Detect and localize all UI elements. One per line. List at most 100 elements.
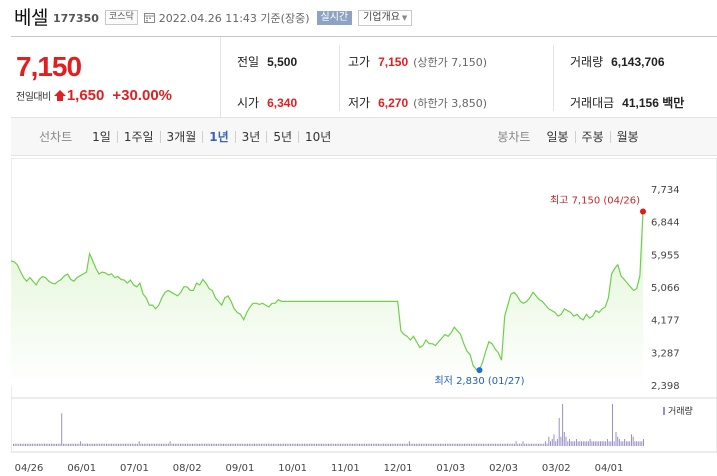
volume-bar xyxy=(350,443,352,446)
y-tick-label: 6,844 xyxy=(651,218,680,229)
volume-bar xyxy=(610,441,612,446)
volume-bar xyxy=(384,443,386,446)
volume-bar xyxy=(173,443,175,446)
market-badge: 코스닥 xyxy=(104,10,138,25)
volume-bar xyxy=(421,443,422,446)
candle-chart-label: 봉차트 xyxy=(497,130,531,144)
volume-bar xyxy=(388,443,390,446)
volume-bar xyxy=(143,443,145,446)
volume-bar xyxy=(321,443,323,446)
volume-bar xyxy=(551,439,553,446)
volume-bar xyxy=(269,443,271,446)
volume-legend-label: 거래량 xyxy=(668,405,693,417)
x-tick-label: 07/01 xyxy=(120,463,149,474)
period-3y[interactable]: 3년 xyxy=(241,130,261,144)
volume-bar xyxy=(262,443,264,446)
volume-bar xyxy=(150,443,152,446)
volume-bar xyxy=(316,443,317,446)
volume-bar xyxy=(560,436,562,446)
volume-bar xyxy=(52,443,54,446)
volume-bar xyxy=(116,443,118,446)
period-1y[interactable]: 1년 xyxy=(209,130,229,144)
period-3m[interactable]: 3개월 xyxy=(166,130,197,144)
volume-bar xyxy=(508,443,510,446)
volume-bar xyxy=(562,404,564,446)
volume-bar xyxy=(417,443,419,446)
volume-bar xyxy=(185,443,187,446)
volume-bar xyxy=(439,443,441,446)
volume-bar xyxy=(75,443,76,446)
x-tick-label: 12/01 xyxy=(384,463,413,474)
volume-bar xyxy=(298,443,300,446)
volume-bar xyxy=(364,443,366,446)
volume-bar xyxy=(85,443,87,446)
period-5y[interactable]: 5년 xyxy=(273,130,293,144)
volume-bar xyxy=(307,443,309,446)
volume-bar xyxy=(400,443,402,446)
volume-bar xyxy=(493,443,495,446)
volume-bar xyxy=(558,418,560,446)
period-1d[interactable]: 1일 xyxy=(92,130,111,144)
volume-bar xyxy=(443,443,445,446)
volume-bar xyxy=(233,443,235,446)
volume-bar xyxy=(123,443,125,446)
volume-bar xyxy=(622,441,624,446)
high-label: 고가 xyxy=(348,55,371,69)
volume-bar xyxy=(69,443,71,446)
volume-bar xyxy=(431,443,433,446)
volume-bar xyxy=(133,443,135,446)
volume-bar xyxy=(482,443,484,446)
volume-bar xyxy=(526,443,527,446)
x-tick-label: 01/03 xyxy=(436,463,465,474)
volume-bar xyxy=(192,443,193,446)
volume-bar xyxy=(279,443,281,446)
volume-bar xyxy=(359,443,360,446)
low-annotation: 최저 2,830 (01/27) xyxy=(434,375,524,387)
volume-bar xyxy=(433,443,434,446)
volume-bar xyxy=(615,432,617,446)
volume-bar xyxy=(100,443,102,446)
volume-bar xyxy=(310,443,312,446)
volume-bar xyxy=(119,443,121,446)
volume-bar xyxy=(553,434,555,446)
volume-bar xyxy=(204,443,206,446)
volume-bar xyxy=(38,443,40,446)
company-overview-button[interactable]: 기업개요 ▼ xyxy=(358,9,413,26)
volume-bar xyxy=(556,439,558,446)
volume-bar xyxy=(412,443,414,446)
volume-bar xyxy=(229,443,231,446)
period-10y[interactable]: 10년 xyxy=(305,130,332,144)
volume-bar xyxy=(13,443,14,446)
volume-bar xyxy=(205,443,207,446)
volume-bar xyxy=(379,443,381,446)
volume-bar xyxy=(21,443,23,446)
chevron-down-icon: ▼ xyxy=(401,13,408,22)
realtime-badge[interactable]: 실시간 xyxy=(316,10,353,25)
volume-bar xyxy=(147,443,149,446)
candle-monthly[interactable]: 월봉 xyxy=(616,130,639,144)
candle-weekly[interactable]: 주봉 xyxy=(581,130,604,144)
volume-bar xyxy=(59,443,61,446)
volume-bar xyxy=(617,436,619,446)
volume-bar xyxy=(631,434,632,446)
volume-bar xyxy=(49,443,51,446)
volume-bar xyxy=(377,443,379,446)
volume-bar xyxy=(47,443,49,446)
volume-bar xyxy=(118,443,119,446)
volume-bar xyxy=(295,443,297,446)
volume-bar xyxy=(324,443,326,446)
volume-bar xyxy=(283,443,285,446)
volume-bar xyxy=(372,443,374,446)
volume-bar xyxy=(186,443,188,446)
volume-bar xyxy=(598,441,600,446)
volume-bar xyxy=(157,443,159,446)
volume-bar xyxy=(326,443,328,446)
period-1w[interactable]: 1주일 xyxy=(123,130,154,144)
x-tick-label: 08/02 xyxy=(173,463,202,474)
volume-bar xyxy=(462,443,464,446)
candle-daily[interactable]: 일봉 xyxy=(546,130,569,144)
volume-bar xyxy=(114,443,116,446)
volume-bar xyxy=(374,443,376,446)
volume-bar xyxy=(276,443,278,446)
volume-bar xyxy=(312,443,314,446)
